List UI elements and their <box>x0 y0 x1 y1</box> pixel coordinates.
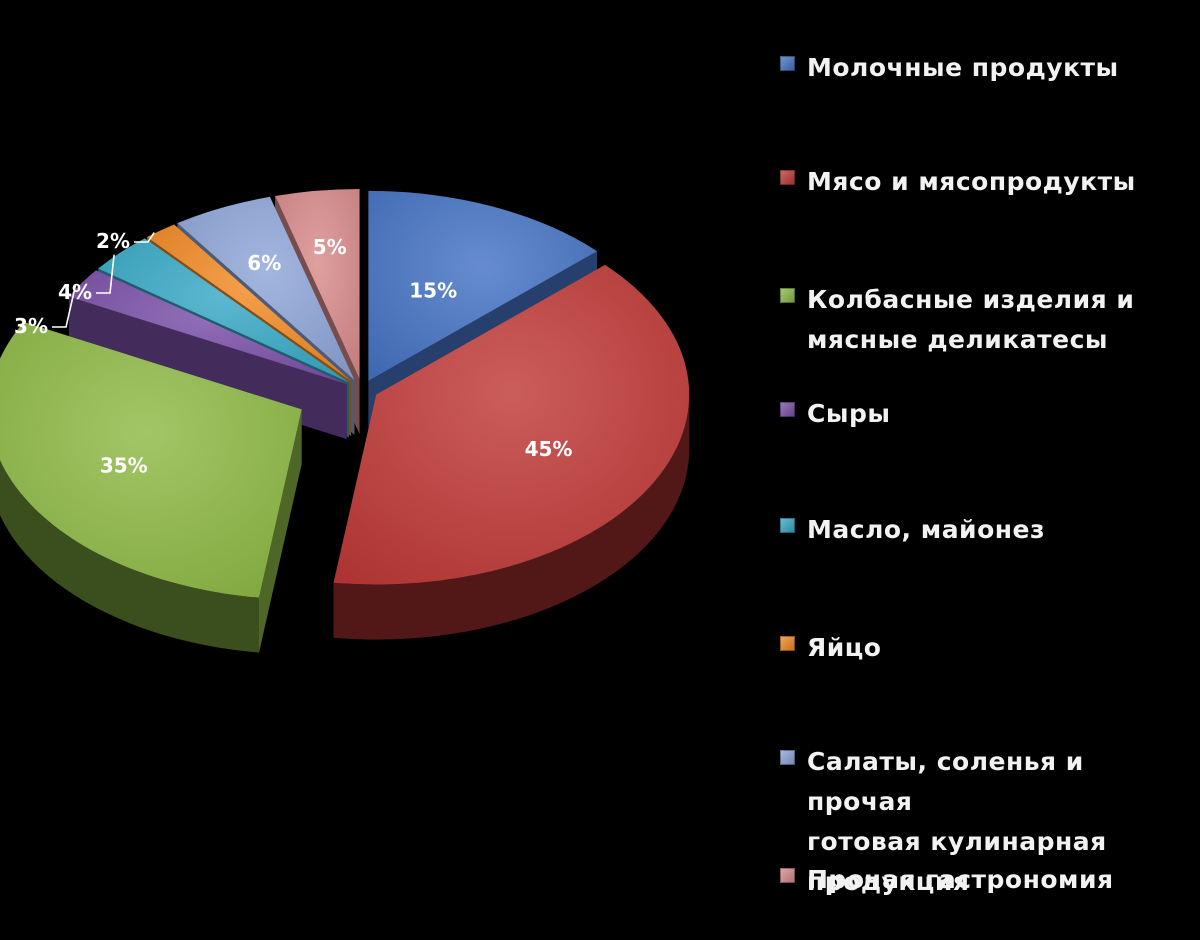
legend-swatch <box>780 170 795 185</box>
chart-legend: Молочные продукты Мясо и мясопродукты Колб… <box>780 0 1190 940</box>
pie-data-label: 15% <box>409 278 457 302</box>
legend-item: Мясо и мясопродукты <box>780 162 1136 202</box>
pie-data-label: 4% <box>58 280 92 304</box>
legend-label-line: Прочая гастрономия <box>807 865 1114 894</box>
legend-swatch <box>780 750 795 765</box>
legend-label: Молочные продукты <box>807 48 1119 88</box>
legend-label: Колбасные изделия и мясные деликатесы <box>807 280 1134 360</box>
legend-item: Салаты, соленья и прочая готовая кулинарн… <box>780 742 1190 902</box>
legend-item: Колбасные изделия и мясные деликатесы <box>780 280 1134 360</box>
legend-label-line: Салаты, соленья и прочая <box>807 747 1084 816</box>
pie-data-label: 2% <box>96 229 130 253</box>
pie-slice-top <box>275 188 360 379</box>
legend-label: Мясо и мясопродукты <box>807 162 1136 202</box>
pie-slice-2 <box>333 264 690 640</box>
pie-chart-svg: 15% 45% 35% 3% 4% 2% 6% 5% <box>0 188 690 653</box>
pie-data-label: 5% <box>313 235 347 259</box>
pie-data-labels: 15% 45% 35% 3% 4% 2% 6% 5% <box>14 229 572 477</box>
pie-leader-line <box>96 254 115 294</box>
legend-swatch <box>780 56 795 71</box>
legend-label: Яйцо <box>807 628 881 668</box>
legend-swatch <box>780 518 795 533</box>
legend-swatch <box>780 868 795 883</box>
legend-item: Яйцо <box>780 628 881 668</box>
pie-data-label: 35% <box>100 453 148 477</box>
legend-label-line: мясные деликатесы <box>807 325 1109 354</box>
pie-slice-top <box>146 224 352 382</box>
legend-label-line: продукция <box>807 867 970 896</box>
pie-slice-side <box>333 394 690 640</box>
pie-slice-top <box>98 238 349 383</box>
pie-data-label: 45% <box>525 437 573 461</box>
pie-slices <box>0 188 690 653</box>
pie-slice-wall <box>259 409 302 653</box>
pie-data-label: 3% <box>14 314 48 338</box>
legend-label-line: Колбасные изделия и <box>807 285 1135 314</box>
legend-item: Масло, майонез <box>780 510 1045 550</box>
legend-swatch <box>780 636 795 651</box>
legend-label: Прочая гастрономия <box>807 860 1114 900</box>
legend-label-line: Сыры <box>807 399 891 428</box>
legend-swatch <box>780 402 795 417</box>
legend-item: Молочные продукты <box>780 48 1119 88</box>
legend-label-line: Мясо и мясопродукты <box>807 167 1136 196</box>
pie-slice-top <box>368 190 598 381</box>
pie-slice-top <box>177 196 355 380</box>
legend-label-line: готовая кулинарная <box>807 827 1107 856</box>
legend-label-line: Масло, майонез <box>807 515 1046 544</box>
legend-label-line: Яйцо <box>807 633 882 662</box>
pie-slice-top <box>333 264 690 585</box>
legend-item: Сыры <box>780 394 890 434</box>
pie-chart: 15% 45% 35% 3% 4% 2% 6% 5% <box>0 188 690 653</box>
pie-leader-line <box>134 232 155 243</box>
legend-label: Салаты, соленья и прочая готовая кулинарн… <box>807 742 1190 902</box>
pie-slice-top <box>0 321 302 598</box>
pie-data-label: 6% <box>247 251 281 275</box>
legend-label-line: Молочные продукты <box>807 53 1119 82</box>
pie-leader-line <box>52 284 77 328</box>
legend-label: Масло, майонез <box>807 510 1045 550</box>
pie-slice-side <box>0 460 260 653</box>
pie-slice-3 <box>0 321 302 653</box>
legend-label: Сыры <box>807 394 890 434</box>
pie-slice-top <box>68 270 347 385</box>
legend-swatch <box>780 288 795 303</box>
legend-item: Прочая гастрономия <box>780 860 1114 900</box>
